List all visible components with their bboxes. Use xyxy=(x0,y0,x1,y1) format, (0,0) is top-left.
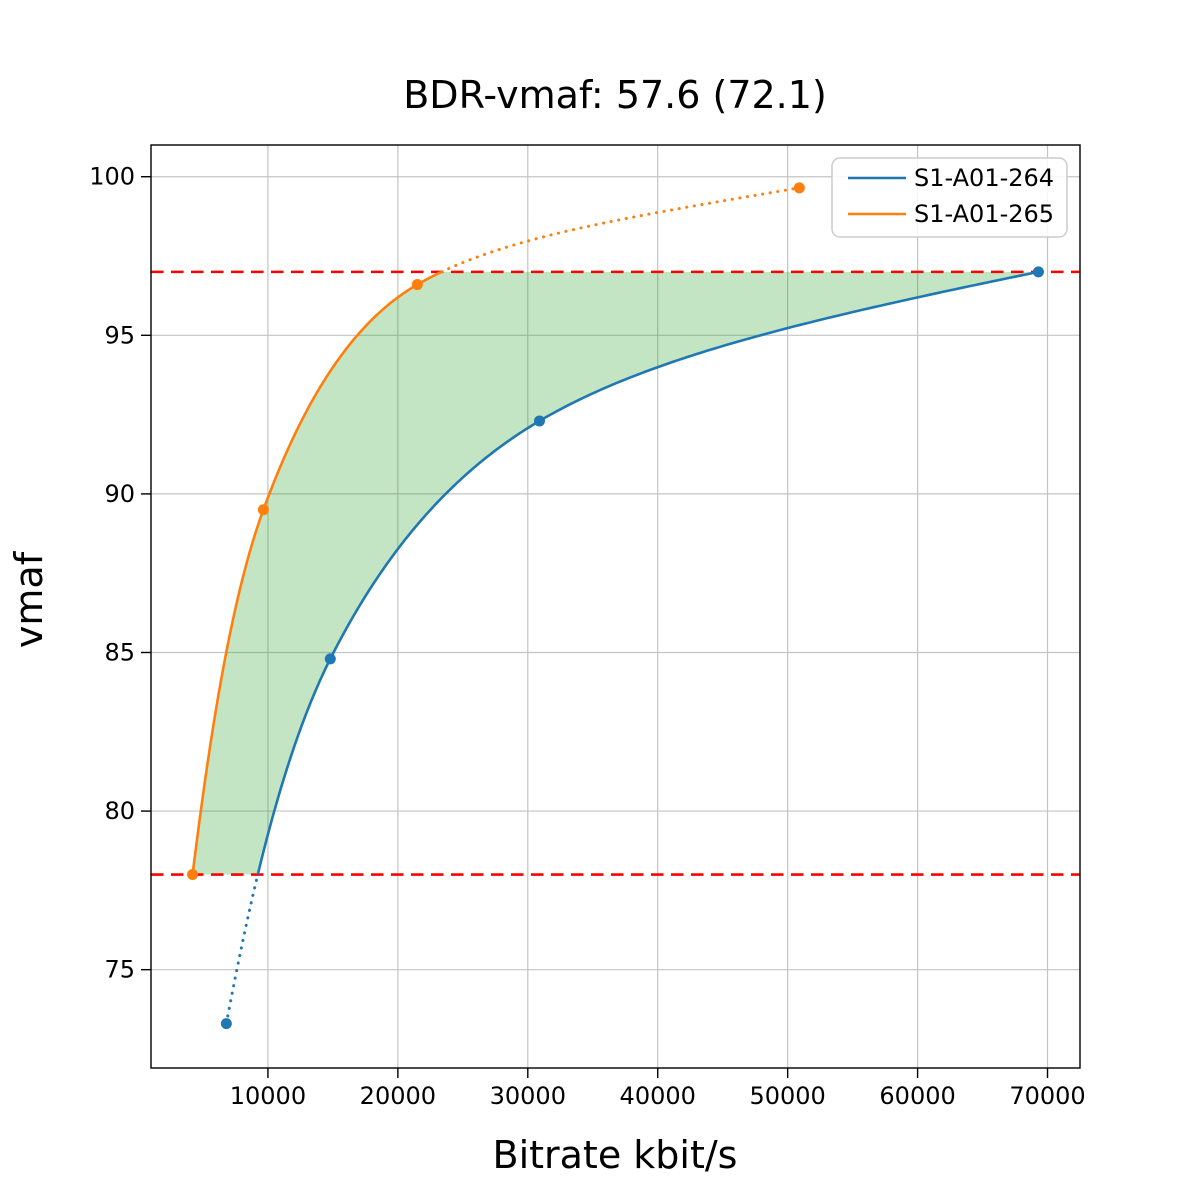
x-axis-label: Bitrate kbit/s xyxy=(493,1133,738,1177)
data-point-S1-A01-265 xyxy=(411,279,423,291)
chart-title: BDR-vmaf: 57.6 (72.1) xyxy=(403,73,827,117)
overlap-hlines xyxy=(151,270,1080,876)
y-tick-label: 100 xyxy=(89,163,135,191)
data-point-S1-A01-264 xyxy=(220,1018,232,1030)
series-line-S1-A01-265-dotted xyxy=(440,186,801,274)
legend-entry: S1-A01-264 xyxy=(848,164,1054,192)
x-tick-label: 20000 xyxy=(360,1082,436,1110)
y-tick-label: 85 xyxy=(104,638,135,666)
data-point-S1-A01-265 xyxy=(187,869,199,881)
data-point-S1-A01-264 xyxy=(1032,266,1044,278)
series-curves xyxy=(187,182,1044,1030)
data-point-S1-A01-265 xyxy=(257,504,269,516)
x-tick-label: 50000 xyxy=(749,1082,825,1110)
x-tick-label: 10000 xyxy=(230,1082,306,1110)
plot-frame xyxy=(150,144,1081,1069)
x-tick-label: 70000 xyxy=(1009,1082,1085,1110)
x-tick-label: 30000 xyxy=(490,1082,566,1110)
y-tick-label: 90 xyxy=(104,480,135,508)
bd-rate-area xyxy=(192,271,1039,875)
y-tick-label: 95 xyxy=(104,321,135,349)
legend-label: S1-A01-265 xyxy=(914,200,1054,228)
legend-label: S1-A01-264 xyxy=(914,164,1054,192)
legend-entry: S1-A01-265 xyxy=(848,200,1054,228)
y-axis-label: vmaf xyxy=(7,550,51,648)
data-point-S1-A01-265 xyxy=(793,182,805,194)
data-point-S1-A01-264 xyxy=(533,415,545,427)
series-line-S1-A01-264-dotted xyxy=(224,873,260,1026)
y-tick-label: 80 xyxy=(104,797,135,825)
bd-shaded-region xyxy=(192,271,1039,875)
x-tick-label: 60000 xyxy=(879,1082,955,1110)
axis-ticks: 10000 20000 30000 40000 50000 60000 70000 75 80 8… xyxy=(89,163,1086,1110)
legend: S1-A01-264 S1-A01-265 xyxy=(831,157,1068,238)
y-tick-label: 75 xyxy=(104,956,135,984)
series-line-S1-A01-265 xyxy=(191,270,443,875)
series-line-S1-A01-264 xyxy=(256,270,1039,875)
x-tick-label: 40000 xyxy=(620,1082,696,1110)
data-point-S1-A01-264 xyxy=(324,653,336,665)
